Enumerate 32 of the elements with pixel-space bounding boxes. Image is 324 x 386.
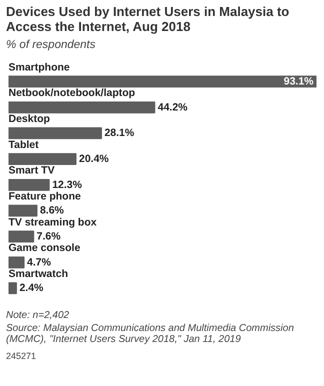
bar	[8, 178, 50, 190]
y-tick-label: Smart TV	[8, 164, 55, 176]
data-label: 7.6%	[36, 230, 62, 242]
text: 245271	[6, 350, 36, 362]
bar	[8, 204, 38, 216]
bar	[8, 126, 102, 139]
y-tick-label: Smartwatch	[8, 268, 68, 280]
bar	[8, 256, 25, 268]
data-label: 12.3%	[52, 178, 83, 190]
source-note: Source: Malaysian Communications and Multimedia Commission (MCMC), "Internet Users Survey 2018," Jan 11, 2019	[6, 322, 295, 345]
data-label: 20.4%	[78, 152, 110, 165]
data-label: 2.4%	[19, 282, 44, 294]
data-label: 93.1%	[284, 75, 314, 88]
chart-subtitle: % of respondents	[6, 38, 96, 54]
data-label: 4.7%	[27, 256, 52, 268]
bar	[8, 282, 17, 294]
data-label: 28.1%	[104, 126, 135, 139]
data-label: 8.6%	[40, 204, 65, 216]
text: Note: n=2,402	[6, 310, 70, 321]
y-tick-label: Netbook/notebook/laptop	[8, 86, 136, 99]
bar	[8, 230, 34, 242]
y-tick-label: Feature phone	[8, 190, 81, 202]
y-tick-label: Game console	[8, 242, 80, 254]
data-label: 44.2%	[158, 100, 188, 113]
y-tick-label: Smartphone	[8, 60, 70, 73]
y-tick-label: Desktop	[8, 112, 50, 125]
bar	[8, 75, 316, 88]
chart-title: Devices Used by Internet Users in Malaysia to Access the Internet, Aug 2018	[6, 4, 290, 34]
bar	[8, 101, 156, 113]
y-tick-label: Tablet	[8, 138, 40, 150]
y-tick-label: TV streaming box	[8, 216, 97, 228]
bar	[8, 152, 76, 165]
